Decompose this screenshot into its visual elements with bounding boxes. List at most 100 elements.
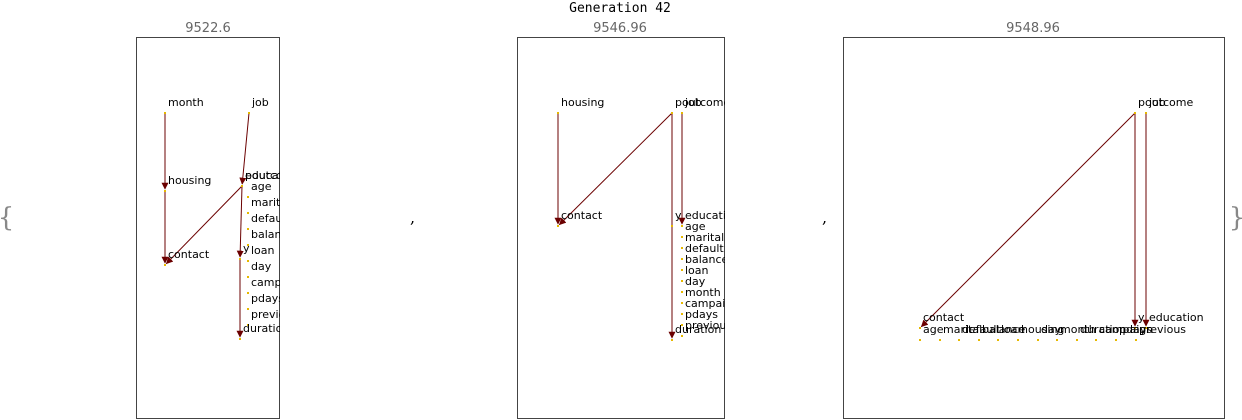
node-job-marker	[1145, 112, 1147, 114]
node-age-marker	[919, 339, 921, 341]
node-education: education	[685, 209, 740, 222]
panel-score: 9522.6	[185, 21, 231, 36]
node-duration-marker	[671, 339, 673, 341]
node-month: month	[168, 96, 204, 109]
panel-score: 9548.96	[1006, 21, 1060, 36]
node-education: education	[245, 169, 300, 182]
node-pdays-marker	[247, 308, 249, 310]
panel-score: 9546.96	[593, 21, 647, 36]
node-previous-marker	[681, 335, 683, 337]
node-default: default	[962, 323, 1001, 336]
node-month-marker	[681, 302, 683, 304]
node-marital-marker	[681, 247, 683, 249]
node-balance-marker	[247, 244, 249, 246]
node-age: age	[923, 323, 944, 336]
node-day-marker	[247, 276, 249, 278]
node-pdays: pdays	[685, 308, 718, 321]
edge-poutcome-to-contact	[165, 185, 243, 265]
node-y: y	[243, 242, 250, 255]
node-education-marker	[681, 225, 683, 227]
node-campaign-marker	[1095, 339, 1097, 341]
node-previous-marker	[247, 324, 249, 326]
edge-poutcome-to-y	[236, 185, 244, 258]
node-duration: duration	[675, 323, 721, 336]
node-campaign: campaign	[251, 276, 305, 289]
node-y-marker	[1134, 327, 1136, 329]
node-pdays-marker	[681, 324, 683, 326]
node-campaign-marker	[247, 292, 249, 294]
node-pdays: pdays	[251, 292, 284, 305]
node-duration: duration	[1080, 323, 1126, 336]
edge-job-to-education	[239, 112, 250, 185]
edge-poutcome-to-contact	[920, 112, 1136, 328]
network-panel-1: 9522.6 month job housing poutcomeeducationa…	[136, 21, 305, 419]
node-campaign: campaign	[685, 297, 739, 310]
node-loan: loan	[685, 264, 709, 277]
node-day: day	[251, 260, 272, 273]
node-loan-marker	[997, 339, 999, 341]
node-education-marker	[241, 185, 243, 187]
node-previous-marker	[1135, 339, 1137, 341]
node-default: default	[685, 242, 724, 255]
node-duration-marker	[1076, 339, 1078, 341]
node-campaign-marker	[681, 313, 683, 315]
node-loan: loan	[251, 244, 275, 257]
node-pdays-marker	[1115, 339, 1117, 341]
node-housing-marker	[164, 190, 166, 192]
node-age-marker	[247, 196, 249, 198]
node-campaign: campaign	[1099, 323, 1153, 336]
generation-title: Generation 42	[569, 1, 671, 16]
node-age: age	[685, 220, 706, 233]
node-loan: loan	[1001, 323, 1025, 336]
node-marital: marital	[251, 196, 290, 209]
node-job-marker	[681, 112, 683, 114]
node-job: job	[1148, 96, 1166, 109]
node-education-marker	[1145, 327, 1147, 329]
node-poutcome: poutcome	[675, 96, 730, 109]
node-month: month	[685, 286, 721, 299]
node-housing-marker	[1017, 339, 1019, 341]
node-previous: previous	[251, 308, 298, 321]
node-housing: housing	[168, 174, 211, 187]
node-balance: balance	[982, 323, 1026, 336]
node-housing-marker	[557, 112, 559, 114]
node-contact: contact	[923, 311, 965, 324]
node-previous: previous	[1139, 323, 1186, 336]
node-day: day	[685, 275, 706, 288]
edge-poutcome-to-contact	[558, 112, 673, 226]
node-y: y	[1138, 311, 1145, 324]
node-default-marker	[247, 228, 249, 230]
node-month-marker	[164, 112, 166, 114]
node-y: y	[675, 209, 682, 222]
node-y-marker	[239, 258, 241, 260]
open-brace: {	[0, 203, 14, 233]
node-pdays: pdays	[1119, 323, 1152, 336]
close-brace: }	[1229, 203, 1242, 233]
node-balance-marker	[978, 339, 980, 341]
node-housing: housing	[1021, 323, 1064, 336]
node-day: day	[1041, 323, 1062, 336]
node-previous: previous	[685, 319, 732, 332]
node-y-marker	[671, 225, 673, 227]
node-duration: duration	[243, 322, 289, 335]
node-poutcome-marker	[671, 112, 673, 114]
separator-comma-2: ,	[822, 208, 827, 227]
node-poutcome-marker	[1134, 112, 1136, 114]
node-month: month	[1060, 323, 1096, 336]
node-age: age	[251, 180, 272, 193]
node-marital: marital	[685, 231, 724, 244]
node-marital-marker	[939, 339, 941, 341]
node-contact: contact	[561, 209, 603, 222]
node-poutcome: poutcome	[1138, 96, 1193, 109]
node-contact-marker	[557, 225, 559, 227]
node-default: default	[251, 212, 290, 225]
node-loan-marker	[681, 280, 683, 282]
node-balance: balance	[685, 253, 729, 266]
node-job: job	[251, 96, 269, 109]
node-age-marker	[681, 236, 683, 238]
